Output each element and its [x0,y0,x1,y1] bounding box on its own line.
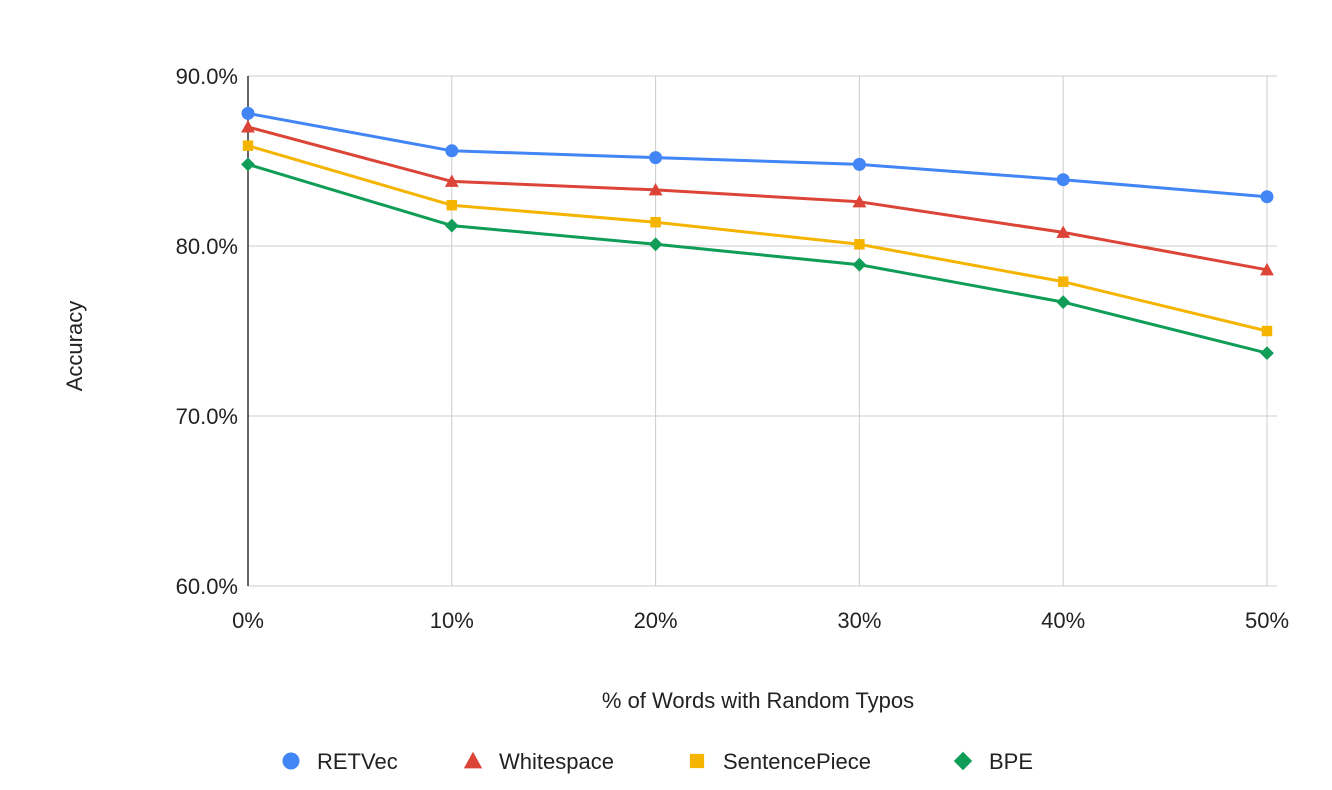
x-tick-label: 50% [1245,608,1289,633]
y-tick-label: 70.0% [176,404,238,429]
data-point-sentencepiece [242,140,254,151]
legend-label-sentencepiece: SentencePiece [723,749,871,774]
legend-item-retvec: RETVec [282,749,398,774]
legend-item-sentencepiece: SentencePiece [689,749,871,774]
legend-label-bpe: BPE [989,749,1033,774]
data-point-retvec [241,106,255,120]
x-tick-label: 20% [634,608,678,633]
x-tick-label: 10% [430,608,474,633]
data-point-sentencepiece [1261,325,1273,337]
legend: RETVec Whitespace SentencePiece BPE [282,749,1033,774]
x-tick-label: 30% [837,608,881,633]
x-tick-label: 0% [232,608,264,633]
data-point-bpe [1056,295,1071,309]
series-layer [241,106,1274,360]
data-point-whitespace [1260,262,1274,276]
series-retvec [241,106,1274,204]
legend-marker-retvec [282,752,300,770]
series-bpe [241,157,1274,360]
data-point-bpe [444,218,459,233]
y-tick-label: 90.0% [176,64,238,89]
data-point-sentencepiece [1057,276,1069,287]
y-tick-label: 80.0% [176,234,238,259]
data-point-bpe [852,257,867,272]
data-point-whitespace [852,194,867,208]
y-tick-label: 60.0% [176,574,238,599]
legend-marker-sentencepiece [689,753,705,769]
legend-marker-bpe [953,751,973,771]
data-point-retvec [1056,173,1070,187]
data-point-whitespace [1056,225,1071,238]
y-axis-title: Accuracy [62,301,87,391]
legend-label-retvec: RETVec [317,749,398,774]
data-point-sentencepiece [650,216,661,228]
data-point-whitespace [444,174,459,187]
legend-marker-whitespace [463,751,483,769]
legend-label-whitespace: Whitespace [499,749,614,774]
x-tick-label: 40% [1041,608,1085,633]
data-point-bpe [648,237,663,252]
series-line-bpe [246,162,1269,355]
series-line-retvec [246,111,1269,199]
series-whitespace [241,120,1274,276]
data-point-retvec [445,144,459,158]
series-line-sentencepiece [246,144,1269,333]
series-sentencepiece [242,140,1273,337]
series-line-whitespace [246,125,1269,272]
data-point-bpe [1260,346,1274,360]
label-layer: 60.0% 70.0% 80.0% 90.0% 0% 10% 20% 30% 40% 50% [176,64,1289,633]
x-axis-title: % of Words with Random Typos [602,688,914,713]
grid-layer [248,75,1277,587]
data-point-retvec [852,157,866,171]
data-point-retvec [649,151,663,165]
data-point-bpe [241,157,255,172]
data-point-whitespace [241,120,255,133]
data-point-sentencepiece [446,199,458,211]
legend-item-bpe: BPE [953,749,1033,774]
data-point-retvec [1260,190,1274,204]
legend-item-whitespace: Whitespace [463,749,614,774]
data-point-sentencepiece [854,239,865,250]
data-point-whitespace [648,183,663,196]
